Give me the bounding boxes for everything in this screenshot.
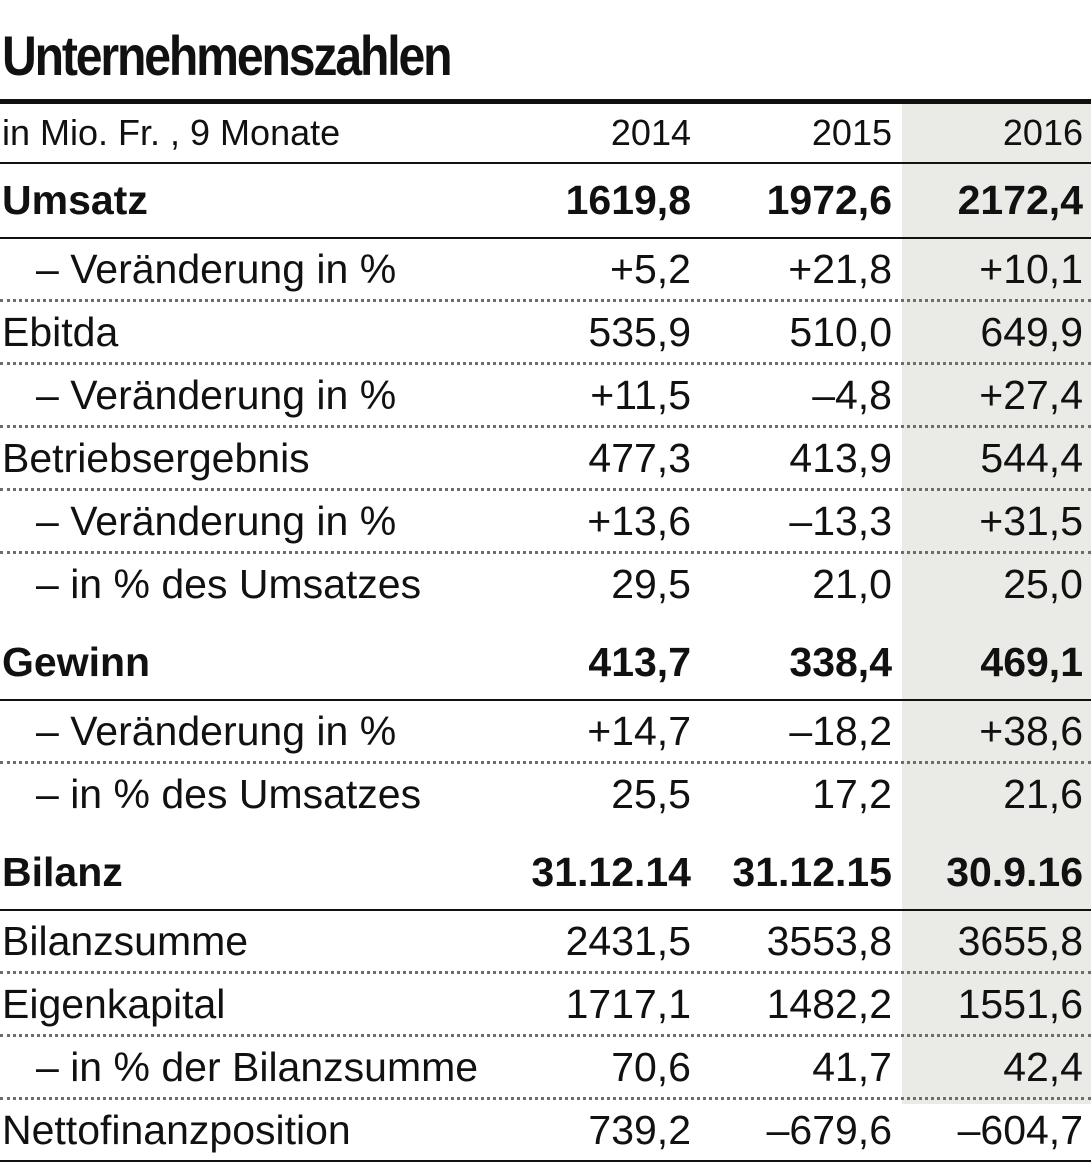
highlight-column-2016 — [902, 104, 1091, 1104]
row-ebitda-change: – Veränderung in % +11,5 –4,8 +27,4 — [0, 365, 1091, 428]
row-bilanz-header: Bilanz 31.12.14 31.12.15 30.9.16 — [0, 836, 1091, 911]
year-2014: 2014 — [610, 112, 691, 153]
row-gewinn-margin: – in % des Umsatzes 25,5 17,2 21,6 — [36, 770, 1083, 817]
header-row: in Mio. Fr. , 9 Monate 2014 2015 2016 — [0, 104, 1091, 164]
table-title: Unternehmenszahlen — [2, 24, 453, 87]
row-umsatz: Umsatz 1619,8 1972,6 2172,4 — [0, 164, 1091, 239]
title-rule — [0, 99, 1091, 104]
year-2016: 2016 — [1002, 112, 1083, 153]
year-2015: 2015 — [811, 112, 892, 153]
row-gewinn-change: – Veränderung in % +14,7 –18,2 +38,6 — [0, 701, 1091, 764]
row-betriebsergebnis-change: – Veränderung in % +13,6 –13,3 +31,5 — [0, 491, 1091, 554]
row-bilanzsumme: Bilanzsumme 2431,5 3553,8 3655,8 — [0, 911, 1091, 974]
row-betriebsergebnis-margin: – in % des Umsatzes 29,5 21,0 25,0 — [36, 560, 1083, 607]
unit-label: in Mio. Fr. , 9 Monate — [2, 112, 341, 153]
row-eigenkapital: Eigenkapital 1717,1 1482,2 1551,6 — [0, 974, 1091, 1037]
row-betriebsergebnis: Betriebsergebnis 477,3 413,9 544,4 — [0, 428, 1091, 491]
row-ebitda: Ebitda 535,9 510,0 649,9 — [0, 302, 1091, 365]
row-gewinn: Gewinn 413,7 338,4 469,1 — [0, 626, 1091, 701]
row-umsatz-change: – Veränderung in % +5,2 +21,8 +10,1 — [0, 239, 1091, 302]
financial-table: in Mio. Fr. , 9 Monate 2014 2015 2016 Um… — [0, 104, 1091, 1162]
row-nettofinanzposition: Nettofinanzposition 739,2 –679,6 –604,7 — [2, 1106, 1083, 1153]
row-eigenkapital-ratio: – in % der Bilanzsumme 70,6 41,7 42,4 — [0, 1037, 1091, 1100]
